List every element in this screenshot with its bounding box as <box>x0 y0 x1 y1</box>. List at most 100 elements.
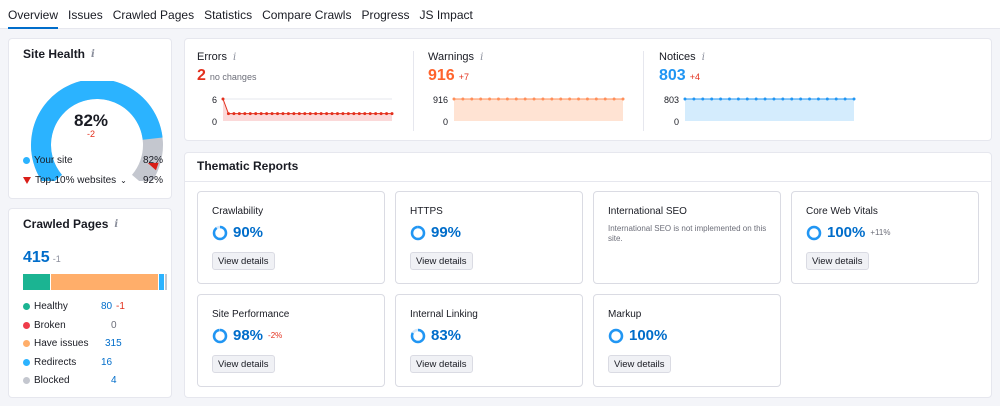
thematic-card-title: Core Web Vitals <box>806 206 878 217</box>
info-icon[interactable]: i <box>114 218 119 230</box>
thematic-card-value: 83% <box>431 327 462 344</box>
tab-crawled-pages[interactable]: Crawled Pages <box>112 8 195 22</box>
red-triangle-icon <box>23 177 31 184</box>
site-health-gauge <box>31 81 163 181</box>
crawled-pages-title: Crawled Pages i <box>23 217 119 231</box>
progress-ring-icon <box>608 328 624 343</box>
view-details-button[interactable]: View details <box>212 355 275 373</box>
site-health-card: Site Health i 82% -2 Your site 82% Top-1… <box>8 38 172 199</box>
view-details-button[interactable]: View details <box>410 355 473 373</box>
crawled-row-redirects[interactable]: Redirects 16 <box>23 357 163 368</box>
thematic-card-title: Markup <box>608 309 642 320</box>
site-health-value: 82% <box>73 111 109 130</box>
crawled-row-value[interactable]: 80 <box>101 301 113 312</box>
site-health-title: Site Health i <box>23 47 95 61</box>
thematic-card-value: 100% <box>629 327 668 344</box>
svg-text:0: 0 <box>212 117 217 127</box>
status-dot-icon <box>23 340 30 347</box>
divider <box>413 51 414 131</box>
errors-change: no changes <box>209 72 257 82</box>
thematic-card-crawlability[interactable]: Crawlability 90% View details <box>197 191 385 284</box>
crawled-row-value[interactable]: 4 <box>111 375 117 386</box>
bar-segment-healthy[interactable] <box>23 274 51 290</box>
thematic-card-title: International SEO <box>608 206 687 217</box>
thematic-card-message: International SEO is not implemented on … <box>608 224 767 244</box>
legend-top10[interactable]: Top-10% websites ⌄ 92% <box>23 175 163 186</box>
top10-marker-icon <box>147 162 159 171</box>
crawled-row-value[interactable]: 315 <box>105 338 122 349</box>
thematic-card-value: 90% <box>233 224 264 241</box>
svg-text:0: 0 <box>443 117 448 127</box>
thematic-card-value: 99% <box>431 224 462 241</box>
crawled-row-value[interactable]: 16 <box>101 356 113 368</box>
notices-sparkline: 803 0 <box>664 95 856 127</box>
progress-ring-icon <box>410 328 426 343</box>
svg-text:803: 803 <box>664 95 679 105</box>
warnings-sparkline: 916 0 <box>433 95 625 127</box>
thematic-card-markup[interactable]: Markup 100% View details <box>593 294 781 387</box>
thematic-card-title: HTTPS <box>410 206 443 217</box>
thematic-card-internal-linking[interactable]: Internal Linking 83% View details <box>395 294 583 387</box>
status-dot-icon <box>23 377 30 384</box>
errors-value: 2 <box>197 67 206 84</box>
tab-issues[interactable]: Issues <box>68 8 103 22</box>
legend-your-site: Your site 82% <box>23 155 163 166</box>
svg-text:6: 6 <box>212 95 217 105</box>
tab-progress[interactable]: Progress <box>361 8 410 22</box>
info-icon[interactable]: i <box>701 51 705 63</box>
thematic-reports-card: Thematic Reports Crawlability 90% View det… <box>184 152 992 398</box>
thematic-card-delta: +11% <box>870 228 891 237</box>
tab-overview[interactable]: Overview <box>8 0 59 29</box>
blue-dot-icon <box>23 157 30 164</box>
crawled-row-value[interactable]: 0 <box>111 319 117 331</box>
site-health-delta: -2 <box>86 129 95 139</box>
info-icon[interactable]: i <box>91 48 95 60</box>
thematic-card-site-performance[interactable]: Site Performance 98% -2% View details <box>197 294 385 387</box>
tab-bar: Overview Issues Crawled Pages Statistics… <box>0 0 1000 29</box>
crawled-pages-bar[interactable] <box>23 274 167 290</box>
thematic-reports-title: Thematic Reports <box>197 159 299 173</box>
thematic-card-core-web-vitals[interactable]: Core Web Vitals 100% +11% View details <box>791 191 979 284</box>
crawled-row-have-issues[interactable]: Have issues 315 <box>23 338 163 349</box>
tab-js-impact[interactable]: JS Impact <box>419 8 473 22</box>
warnings-value: 916 <box>428 67 455 84</box>
view-details-button[interactable]: View details <box>212 252 275 270</box>
info-icon[interactable]: i <box>480 51 484 63</box>
svg-text:0: 0 <box>674 117 679 127</box>
progress-ring-icon <box>212 328 228 343</box>
bar-segment-have-issues[interactable] <box>51 274 158 290</box>
tab-statistics[interactable]: Statistics <box>204 8 253 22</box>
crawled-pages-card: Crawled Pages i 415 -1 Healthy 80 -1 Broken… <box>8 208 172 398</box>
thematic-card-value: 100% <box>827 224 866 241</box>
svg-text:916: 916 <box>433 95 448 105</box>
view-details-button[interactable]: View details <box>806 252 869 270</box>
chevron-down-icon[interactable]: ⌄ <box>120 176 127 185</box>
crawled-row-broken[interactable]: Broken 0 <box>23 320 163 331</box>
status-dot-icon <box>23 303 30 310</box>
thematic-card-international-seo[interactable]: International SEO International SEO is no… <box>593 191 781 284</box>
thematic-card-value: 98% <box>233 327 264 344</box>
crawled-row-healthy[interactable]: Healthy 80 -1 <box>23 301 163 312</box>
notices-value: 803 <box>659 67 686 84</box>
crawled-row-delta: -1 <box>116 301 125 312</box>
progress-ring-icon <box>212 225 228 240</box>
view-details-button[interactable]: View details <box>608 355 671 373</box>
progress-ring-icon <box>410 225 426 240</box>
thematic-card-title: Internal Linking <box>410 309 478 320</box>
view-details-button[interactable]: View details <box>410 252 473 270</box>
bar-segment-blocked[interactable] <box>164 274 167 290</box>
warnings-metric[interactable]: Warnings i 916 +7 916 0 <box>428 51 628 131</box>
crawled-pages-total[interactable]: 415 -1 <box>23 249 61 266</box>
tab-compare-crawls[interactable]: Compare Crawls <box>262 8 352 22</box>
progress-ring-icon <box>806 225 822 240</box>
status-dot-icon <box>23 358 30 366</box>
thematic-card-https[interactable]: HTTPS 99% View details <box>395 191 583 284</box>
status-dot-icon <box>23 321 30 329</box>
info-icon[interactable]: i <box>232 51 237 63</box>
warnings-change: +7 <box>458 72 469 82</box>
bar-segment-redirects[interactable] <box>158 274 164 290</box>
notices-metric[interactable]: Notices i 803 +4 803 0 <box>659 51 859 131</box>
crawled-row-blocked[interactable]: Blocked 4 <box>23 375 163 386</box>
